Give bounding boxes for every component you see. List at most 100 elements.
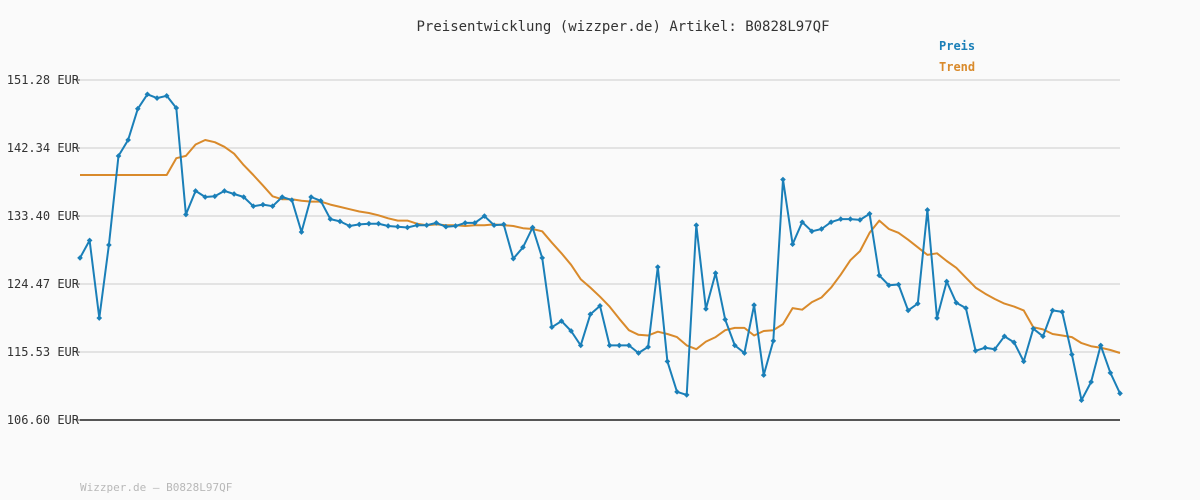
- data-point: [260, 201, 266, 208]
- data-point: [337, 218, 343, 225]
- data-point: [471, 220, 478, 226]
- data-point: [1078, 397, 1085, 404]
- data-point: [991, 346, 998, 353]
- data-point: [144, 91, 151, 98]
- data-point: [298, 229, 305, 235]
- data-point: [385, 223, 391, 229]
- data-point: [886, 282, 892, 289]
- legend-trend: Trend: [939, 60, 976, 74]
- data-point: [452, 223, 459, 229]
- data-point: [943, 278, 950, 285]
- data-point: [789, 241, 796, 248]
- data-point: [751, 302, 757, 308]
- gridlines: [80, 79, 1120, 421]
- data-point: [1011, 339, 1017, 346]
- data-point: [654, 264, 661, 270]
- data-point: [780, 176, 786, 183]
- data-point: [1059, 309, 1066, 315]
- legend-preis: Preis: [939, 39, 976, 53]
- data-point: [876, 272, 883, 279]
- data-point: [1117, 390, 1123, 397]
- data-point: [404, 224, 411, 231]
- series-trend: [80, 139, 1121, 354]
- footer-watermark: Wizzper.de – B0828L97QF: [80, 481, 233, 494]
- data-point: [250, 203, 257, 209]
- data-point: [972, 347, 979, 354]
- data-point: [240, 194, 247, 200]
- data-point: [828, 219, 834, 225]
- data-point: [279, 194, 286, 200]
- data-point: [414, 222, 420, 229]
- data-point: [1107, 369, 1114, 376]
- data-point: [857, 217, 863, 223]
- data-point: [770, 338, 777, 344]
- data-point: [481, 213, 488, 219]
- data-point: [500, 221, 507, 228]
- data-point: [809, 228, 815, 235]
- data-point: [366, 220, 372, 227]
- data-point: [173, 105, 180, 111]
- data-point: [520, 244, 526, 251]
- data-point: [1088, 379, 1094, 385]
- data-point: [77, 255, 83, 261]
- data-point: [924, 207, 931, 213]
- data-point: [934, 315, 940, 321]
- data-point: [211, 193, 218, 200]
- data-point: [693, 222, 700, 229]
- data-point: [154, 95, 160, 101]
- data-point: [866, 210, 873, 217]
- data-point: [1049, 307, 1056, 314]
- data-point: [356, 221, 363, 228]
- y-tick-label: 124.47 EUR: [7, 277, 80, 291]
- data-point: [577, 342, 584, 349]
- data-point: [289, 197, 295, 203]
- data-point: [905, 307, 911, 314]
- data-point: [635, 350, 642, 356]
- data-point: [549, 324, 555, 330]
- y-tick-label: 133.40 EUR: [7, 209, 80, 223]
- data-point: [539, 255, 546, 261]
- y-tick-label: 106.60 EUR: [7, 413, 80, 427]
- data-point: [587, 311, 594, 318]
- data-point: [963, 305, 969, 311]
- data-point: [847, 216, 854, 222]
- data-point: [664, 358, 671, 365]
- data-point: [96, 315, 103, 321]
- data-point: [115, 153, 122, 159]
- data-point: [163, 92, 170, 99]
- chart-title: Preisentwicklung (wizzper.de) Artikel: B…: [416, 19, 830, 35]
- data-point: [818, 226, 825, 232]
- data-point: [568, 328, 574, 334]
- data-point: [731, 342, 738, 349]
- y-tick-label: 142.34 EUR: [7, 141, 80, 155]
- data-point: [125, 137, 131, 143]
- data-point: [914, 300, 921, 307]
- data-point: [953, 299, 960, 306]
- data-point: [231, 191, 237, 197]
- data-point: [645, 344, 651, 350]
- data-point: [558, 318, 565, 324]
- data-point: [1069, 351, 1075, 358]
- data-point: [741, 350, 748, 356]
- data-point: [221, 188, 228, 194]
- data-point: [982, 344, 989, 351]
- y-tick-label: 115.53 EUR: [7, 345, 80, 359]
- data-point: [760, 372, 767, 378]
- data-point: [462, 220, 469, 226]
- data-point: [106, 242, 112, 248]
- data-point: [192, 188, 199, 194]
- data-point: [597, 303, 603, 309]
- data-point: [394, 223, 401, 230]
- series-preis: [77, 91, 1123, 404]
- data-point: [433, 220, 440, 226]
- data-point: [606, 342, 613, 349]
- y-axis: 151.28 EUR 142.34 EUR 133.40 EUR 124.47 EUR…: [7, 73, 80, 427]
- data-point: [1030, 325, 1037, 332]
- data-point: [722, 316, 729, 323]
- data-point: [895, 281, 902, 288]
- data-point: [202, 194, 209, 200]
- y-tick-label: 151.28 EUR: [7, 73, 80, 87]
- data-point: [134, 105, 141, 112]
- data-point: [799, 219, 806, 225]
